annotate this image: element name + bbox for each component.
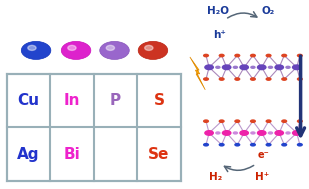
- Circle shape: [239, 130, 249, 136]
- Circle shape: [222, 130, 231, 136]
- Text: Bi: Bi: [64, 146, 80, 162]
- Circle shape: [281, 77, 287, 81]
- Circle shape: [250, 66, 256, 69]
- Circle shape: [203, 54, 209, 57]
- Circle shape: [138, 41, 168, 59]
- Circle shape: [239, 64, 249, 70]
- Circle shape: [281, 143, 287, 147]
- Circle shape: [100, 41, 129, 59]
- Polygon shape: [190, 57, 205, 90]
- Circle shape: [250, 131, 256, 135]
- Text: H⁺: H⁺: [255, 172, 269, 182]
- Circle shape: [61, 41, 91, 59]
- Circle shape: [297, 77, 303, 81]
- Circle shape: [257, 64, 267, 70]
- Text: Cu: Cu: [18, 93, 40, 108]
- Circle shape: [106, 45, 115, 50]
- Circle shape: [215, 131, 221, 135]
- Circle shape: [268, 131, 273, 135]
- Circle shape: [234, 143, 240, 147]
- Text: h⁺: h⁺: [213, 30, 226, 40]
- Circle shape: [250, 119, 256, 123]
- Circle shape: [234, 77, 240, 81]
- Circle shape: [222, 64, 231, 70]
- Circle shape: [21, 41, 51, 59]
- Circle shape: [274, 130, 284, 136]
- Circle shape: [265, 77, 272, 81]
- Circle shape: [218, 54, 225, 57]
- Circle shape: [204, 130, 214, 136]
- Circle shape: [281, 119, 287, 123]
- Text: H₂O: H₂O: [206, 6, 229, 16]
- Circle shape: [233, 131, 238, 135]
- FancyBboxPatch shape: [7, 74, 181, 181]
- Circle shape: [292, 130, 302, 136]
- Text: Ag: Ag: [17, 146, 40, 162]
- Circle shape: [265, 119, 272, 123]
- Text: Se: Se: [148, 146, 170, 162]
- Circle shape: [218, 143, 225, 147]
- Circle shape: [204, 64, 214, 70]
- Circle shape: [297, 119, 303, 123]
- Circle shape: [285, 66, 291, 69]
- Text: In: In: [64, 93, 80, 108]
- Circle shape: [297, 143, 303, 147]
- Circle shape: [68, 45, 76, 50]
- Circle shape: [250, 143, 256, 147]
- Circle shape: [218, 77, 225, 81]
- Circle shape: [257, 130, 267, 136]
- Circle shape: [265, 143, 272, 147]
- Circle shape: [234, 54, 240, 57]
- Text: H₂: H₂: [210, 172, 223, 182]
- Text: O₂: O₂: [262, 6, 275, 16]
- Circle shape: [281, 54, 287, 57]
- Circle shape: [274, 64, 284, 70]
- Circle shape: [265, 54, 272, 57]
- Text: P: P: [110, 93, 121, 108]
- Circle shape: [215, 66, 221, 69]
- Circle shape: [203, 119, 209, 123]
- Circle shape: [28, 45, 36, 50]
- Circle shape: [203, 143, 209, 147]
- Text: e⁻: e⁻: [258, 149, 269, 160]
- Text: S: S: [154, 93, 164, 108]
- Circle shape: [297, 54, 303, 57]
- Circle shape: [234, 119, 240, 123]
- Circle shape: [218, 119, 225, 123]
- Circle shape: [233, 66, 238, 69]
- Circle shape: [292, 64, 302, 70]
- Circle shape: [285, 131, 291, 135]
- Circle shape: [268, 66, 273, 69]
- Circle shape: [250, 54, 256, 57]
- Circle shape: [145, 45, 153, 50]
- Circle shape: [250, 77, 256, 81]
- Circle shape: [203, 77, 209, 81]
